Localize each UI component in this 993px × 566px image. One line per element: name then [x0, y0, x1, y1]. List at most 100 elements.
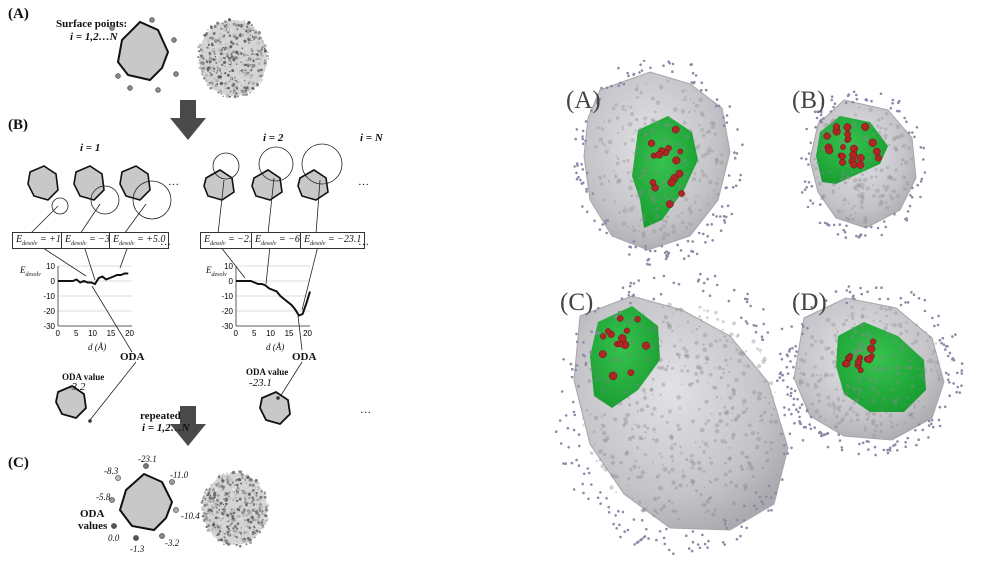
surface-point [736, 518, 739, 522]
mesh-speck [205, 505, 208, 508]
mesh-speck [213, 23, 216, 26]
surface-bump [831, 402, 836, 407]
surface-point [783, 406, 786, 409]
protein-blob-a [116, 20, 170, 82]
mesh-speck [236, 28, 239, 31]
mesh-speck [223, 497, 226, 501]
surface-bump [626, 484, 629, 486]
surface-bump [621, 128, 625, 131]
mesh-speck [238, 478, 242, 482]
surface-bump [658, 227, 664, 232]
surface-point [836, 233, 840, 236]
surface-bump [850, 170, 854, 174]
surface-bump [713, 189, 716, 192]
surface-bump [734, 416, 739, 421]
surface-point [857, 236, 861, 239]
surface-point [873, 445, 877, 449]
surface-point [711, 239, 714, 242]
surface-point [931, 425, 935, 429]
mesh-speck [209, 71, 211, 74]
surface-bump [883, 323, 886, 325]
mesh-speck [207, 38, 209, 40]
surface-bump [653, 119, 657, 123]
surface-bump [816, 392, 821, 398]
surface-bump [675, 352, 680, 356]
mesh-speck [241, 47, 244, 50]
surface-point [880, 286, 883, 289]
surface-bump [640, 437, 644, 441]
mesh-speck [236, 522, 240, 525]
surface-bump [853, 398, 858, 403]
surface-bump [652, 427, 656, 432]
surface-point [807, 181, 811, 184]
surface-bump [622, 159, 626, 163]
surface-bump [601, 137, 604, 140]
surface-bump [613, 200, 616, 203]
surface-bump [665, 197, 668, 200]
mesh-speck [235, 527, 239, 530]
surface-point [696, 543, 700, 546]
surface-bump [634, 423, 637, 426]
surface-point [947, 373, 950, 376]
surface-bump [624, 108, 628, 112]
surface-bump [707, 195, 710, 197]
surface-bump [830, 350, 835, 356]
surface-bump [887, 398, 890, 401]
surface-bump [763, 380, 767, 383]
surface-point [706, 277, 709, 281]
surface-bump [899, 331, 903, 336]
surface-bump [731, 419, 734, 422]
surface-bump [851, 386, 857, 392]
energy-value: = −3.2 [88, 234, 118, 245]
surface-bump [615, 154, 618, 157]
mesh-speck [238, 470, 243, 474]
surface-point [629, 301, 632, 305]
surface-bump [714, 477, 719, 482]
hot-spot-point [649, 179, 657, 186]
mesh-speck [218, 514, 222, 518]
surface-point [858, 442, 861, 446]
surface-point [904, 441, 907, 444]
surface-bump [847, 202, 850, 205]
surface-bump [678, 483, 683, 488]
surface-bump [698, 305, 702, 309]
surface-bump [649, 388, 653, 392]
surface-bump [684, 197, 689, 202]
surface-bump [747, 423, 752, 428]
mesh-speck [219, 535, 223, 539]
surface-bump [659, 202, 663, 206]
surface-point [621, 286, 625, 289]
surface-bump [684, 163, 688, 167]
surface-point [786, 354, 789, 358]
surface-bump [920, 356, 923, 359]
surface-bump [622, 208, 627, 213]
surface-bump [769, 419, 774, 424]
surface-bump [626, 210, 629, 213]
energy-symbol: E [204, 234, 211, 245]
surface-bump [598, 175, 602, 180]
surface-bump [626, 320, 632, 325]
mesh-speck [213, 512, 216, 514]
surface-bump [629, 111, 635, 117]
mesh-speck [223, 481, 227, 485]
surface-point [780, 432, 783, 436]
oda-point-value: -23.1 [138, 454, 157, 464]
surface-point [805, 409, 809, 413]
surface-bump [756, 347, 759, 351]
mesh-speck [260, 48, 264, 51]
mesh-speck [218, 81, 221, 84]
surface-bump [623, 142, 627, 146]
surface-bump [681, 471, 684, 473]
surface-point [600, 86, 603, 90]
surface-bump [838, 409, 841, 413]
surface-bump [856, 189, 860, 192]
surface-point [735, 537, 739, 541]
surface-bump [714, 428, 720, 434]
mesh-speck [215, 503, 217, 505]
surface-bump [745, 407, 748, 410]
surface-point [857, 452, 861, 456]
surface-bump [601, 128, 605, 132]
surface-bump [867, 410, 872, 415]
surface-point [801, 439, 805, 442]
surface-bump [718, 412, 722, 416]
